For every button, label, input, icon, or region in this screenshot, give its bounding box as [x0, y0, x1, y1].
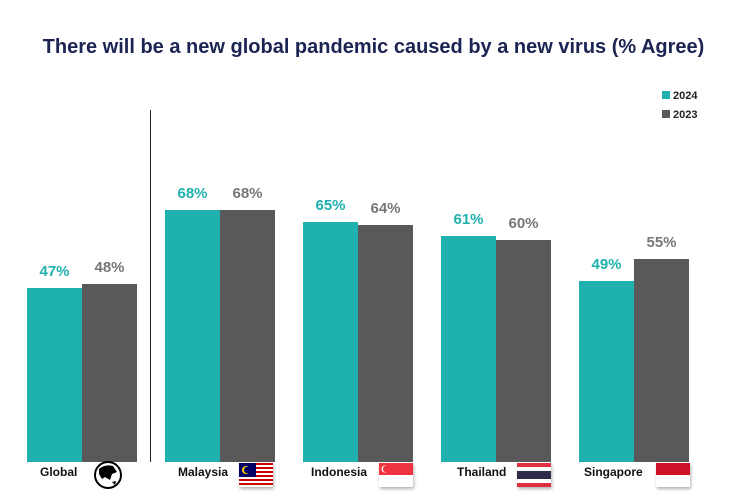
data-label: 68% [177, 185, 208, 203]
global-divider [150, 110, 151, 462]
thailand-flag-icon [517, 463, 551, 487]
bar-global-2023 [82, 284, 137, 462]
data-label: 47% [39, 263, 70, 281]
bar-indonesia-2023 [358, 225, 413, 462]
category-label: Malaysia [178, 465, 229, 479]
bar-thailand-2024 [441, 236, 496, 462]
bar-malaysia-2024 [165, 210, 220, 462]
bar-singapore-2024 [579, 280, 634, 462]
legend-item-2023: 2023 [662, 109, 697, 121]
category-label: Singapore [584, 465, 643, 479]
legend-item-2024: 2024 [662, 90, 697, 102]
legend-swatch [662, 110, 670, 118]
category-label: Global [40, 465, 78, 479]
bar-global-2024 [27, 288, 82, 462]
data-label: 64% [370, 200, 401, 218]
data-label: 55% [646, 233, 677, 251]
globe-icon [94, 461, 122, 489]
legend-label: 2024 [673, 90, 698, 102]
data-label: 48% [94, 259, 125, 277]
category-label: Indonesia [311, 465, 368, 479]
indonesia-flag-icon [656, 463, 690, 487]
data-label: 49% [591, 255, 622, 273]
bar-thailand-2023 [496, 240, 551, 462]
legend-label: 2023 [673, 109, 698, 121]
singapore-flag-icon [379, 463, 413, 487]
data-label: 61% [453, 211, 484, 229]
bar-indonesia-2024 [303, 221, 358, 462]
category-label: Thailand [457, 465, 507, 479]
data-label: 60% [508, 215, 539, 232]
legend-swatch [662, 91, 670, 99]
data-label: 65% [315, 196, 346, 214]
chart-title: There will be a new global pandemic caus… [42, 36, 705, 58]
data-label: 68% [232, 185, 263, 203]
bar-malaysia-2023 [220, 210, 275, 462]
malaysia-flag-icon [239, 463, 273, 487]
bar-singapore-2023 [634, 258, 689, 462]
